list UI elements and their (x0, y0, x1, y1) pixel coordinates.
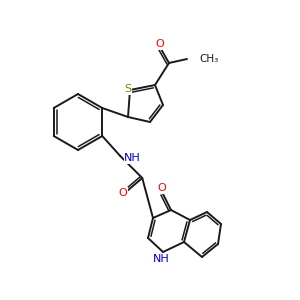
Text: NH: NH (124, 153, 141, 163)
Text: O: O (119, 188, 128, 198)
Text: NH: NH (153, 254, 169, 264)
Text: S: S (124, 84, 132, 94)
Text: CH₃: CH₃ (199, 54, 218, 64)
Text: O: O (156, 39, 164, 49)
Text: O: O (158, 183, 166, 193)
